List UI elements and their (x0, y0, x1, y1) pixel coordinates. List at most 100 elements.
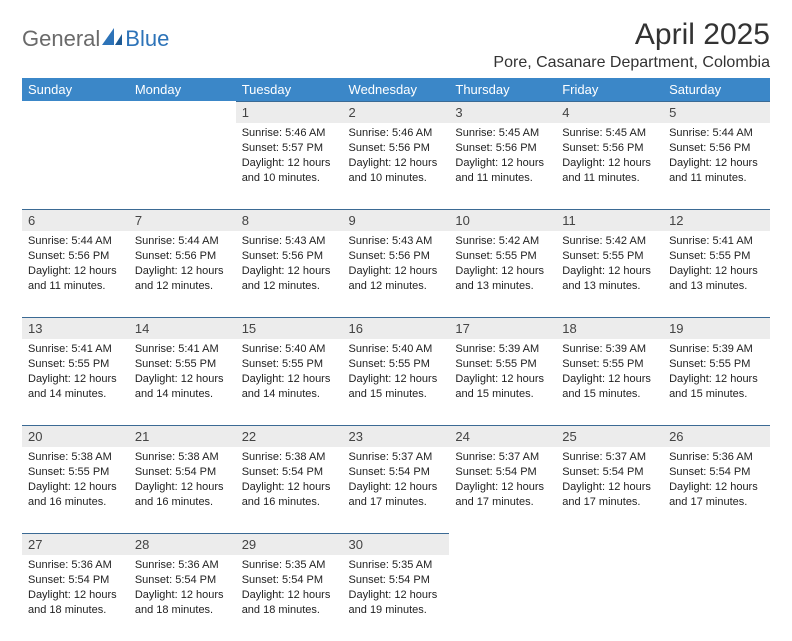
day-details: Sunrise: 5:36 AMSunset: 5:54 PMDaylight:… (129, 555, 236, 623)
day-detail-line: Sunrise: 5:44 AM (669, 126, 764, 141)
day-body-cell: Sunrise: 5:39 AMSunset: 5:55 PMDaylight:… (449, 339, 556, 425)
day-detail-line: and 14 minutes. (28, 387, 123, 402)
day-number: 27 (22, 533, 129, 555)
day-number: 7 (129, 209, 236, 231)
day-detail-line: Daylight: 12 hours (562, 264, 657, 279)
day-details: Sunrise: 5:41 AMSunset: 5:55 PMDaylight:… (129, 339, 236, 407)
day-number-cell: 26 (663, 425, 770, 447)
header: General Blue April 2025 Pore, Casanare D… (22, 18, 770, 72)
day-detail-line: Sunset: 5:56 PM (455, 141, 550, 156)
day-detail-line: Daylight: 12 hours (669, 264, 764, 279)
day-number: 28 (129, 533, 236, 555)
day-details: Sunrise: 5:37 AMSunset: 5:54 PMDaylight:… (343, 447, 450, 515)
day-detail-line: Sunrise: 5:42 AM (562, 234, 657, 249)
day-number-cell (22, 101, 129, 123)
day-detail-line: Sunset: 5:56 PM (242, 249, 337, 264)
day-details: Sunrise: 5:46 AMSunset: 5:57 PMDaylight:… (236, 123, 343, 191)
day-detail-line: and 12 minutes. (242, 279, 337, 294)
day-number-cell: 7 (129, 209, 236, 231)
day-detail-line: Sunset: 5:56 PM (28, 249, 123, 264)
day-body-cell: Sunrise: 5:36 AMSunset: 5:54 PMDaylight:… (129, 555, 236, 641)
day-detail-line: and 16 minutes. (242, 495, 337, 510)
day-details: Sunrise: 5:43 AMSunset: 5:56 PMDaylight:… (343, 231, 450, 299)
day-body-cell: Sunrise: 5:40 AMSunset: 5:55 PMDaylight:… (343, 339, 450, 425)
weekday-header: Friday (556, 78, 663, 101)
day-number: 3 (449, 101, 556, 123)
day-number-cell: 20 (22, 425, 129, 447)
day-body-cell: Sunrise: 5:37 AMSunset: 5:54 PMDaylight:… (556, 447, 663, 533)
day-number: 20 (22, 425, 129, 447)
day-detail-line: and 18 minutes. (242, 603, 337, 618)
day-details: Sunrise: 5:38 AMSunset: 5:55 PMDaylight:… (22, 447, 129, 515)
day-details: Sunrise: 5:45 AMSunset: 5:56 PMDaylight:… (556, 123, 663, 191)
day-detail-line: and 11 minutes. (28, 279, 123, 294)
day-detail-line: Sunrise: 5:38 AM (28, 450, 123, 465)
day-number: 18 (556, 317, 663, 339)
day-number-cell: 4 (556, 101, 663, 123)
location: Pore, Casanare Department, Colombia (493, 54, 770, 72)
day-detail-line: and 17 minutes. (349, 495, 444, 510)
month-title: April 2025 (493, 18, 770, 52)
day-body-cell: Sunrise: 5:41 AMSunset: 5:55 PMDaylight:… (129, 339, 236, 425)
day-number: 1 (236, 101, 343, 123)
day-detail-line: Sunrise: 5:37 AM (349, 450, 444, 465)
day-number-cell: 24 (449, 425, 556, 447)
day-body-cell: Sunrise: 5:39 AMSunset: 5:55 PMDaylight:… (556, 339, 663, 425)
day-number-cell: 25 (556, 425, 663, 447)
day-body-cell: Sunrise: 5:42 AMSunset: 5:55 PMDaylight:… (556, 231, 663, 317)
day-number-cell: 22 (236, 425, 343, 447)
day-number: 24 (449, 425, 556, 447)
day-detail-line: Sunrise: 5:36 AM (28, 558, 123, 573)
day-detail-line: Daylight: 12 hours (349, 156, 444, 171)
day-detail-line: Sunset: 5:55 PM (455, 357, 550, 372)
day-detail-line: Sunrise: 5:45 AM (562, 126, 657, 141)
day-details: Sunrise: 5:35 AMSunset: 5:54 PMDaylight:… (236, 555, 343, 623)
day-detail-line: Daylight: 12 hours (562, 156, 657, 171)
day-number-cell: 28 (129, 533, 236, 555)
day-detail-line: and 16 minutes. (135, 495, 230, 510)
day-detail-line: and 10 minutes. (242, 171, 337, 186)
day-details: Sunrise: 5:43 AMSunset: 5:56 PMDaylight:… (236, 231, 343, 299)
day-detail-line: and 17 minutes. (562, 495, 657, 510)
day-body-cell (556, 555, 663, 641)
day-details: Sunrise: 5:38 AMSunset: 5:54 PMDaylight:… (236, 447, 343, 515)
day-detail-line: Daylight: 12 hours (135, 480, 230, 495)
day-detail-line: Sunset: 5:55 PM (135, 357, 230, 372)
day-body-cell: Sunrise: 5:37 AMSunset: 5:54 PMDaylight:… (343, 447, 450, 533)
day-detail-line: Daylight: 12 hours (455, 156, 550, 171)
day-body-cell: Sunrise: 5:44 AMSunset: 5:56 PMDaylight:… (129, 231, 236, 317)
day-detail-line: Daylight: 12 hours (669, 156, 764, 171)
day-number-cell: 1 (236, 101, 343, 123)
day-detail-line: Sunrise: 5:39 AM (669, 342, 764, 357)
day-details: Sunrise: 5:35 AMSunset: 5:54 PMDaylight:… (343, 555, 450, 623)
day-detail-line: Daylight: 12 hours (28, 588, 123, 603)
day-detail-line: Daylight: 12 hours (28, 372, 123, 387)
day-detail-line: and 14 minutes. (242, 387, 337, 402)
day-number-cell: 9 (343, 209, 450, 231)
day-body-cell: Sunrise: 5:35 AMSunset: 5:54 PMDaylight:… (343, 555, 450, 641)
day-details: Sunrise: 5:44 AMSunset: 5:56 PMDaylight:… (129, 231, 236, 299)
day-detail-line: Daylight: 12 hours (349, 480, 444, 495)
day-number: 29 (236, 533, 343, 555)
day-detail-line: Daylight: 12 hours (242, 156, 337, 171)
day-number: 11 (556, 209, 663, 231)
day-detail-line: Sunrise: 5:46 AM (242, 126, 337, 141)
day-body-cell: Sunrise: 5:38 AMSunset: 5:55 PMDaylight:… (22, 447, 129, 533)
day-body-cell: Sunrise: 5:46 AMSunset: 5:57 PMDaylight:… (236, 123, 343, 209)
day-detail-line: Sunrise: 5:36 AM (135, 558, 230, 573)
day-number-cell: 19 (663, 317, 770, 339)
day-body-cell: Sunrise: 5:35 AMSunset: 5:54 PMDaylight:… (236, 555, 343, 641)
day-detail-line: Sunrise: 5:46 AM (349, 126, 444, 141)
day-detail-line: and 11 minutes. (669, 171, 764, 186)
day-details: Sunrise: 5:40 AMSunset: 5:55 PMDaylight:… (343, 339, 450, 407)
day-body-cell: Sunrise: 5:38 AMSunset: 5:54 PMDaylight:… (129, 447, 236, 533)
day-details: Sunrise: 5:44 AMSunset: 5:56 PMDaylight:… (663, 123, 770, 191)
day-number-cell: 15 (236, 317, 343, 339)
day-number: 9 (343, 209, 450, 231)
day-number-cell: 2 (343, 101, 450, 123)
day-detail-line: Daylight: 12 hours (135, 372, 230, 387)
day-detail-line: Sunset: 5:54 PM (28, 573, 123, 588)
day-number: 14 (129, 317, 236, 339)
day-detail-line: Daylight: 12 hours (242, 372, 337, 387)
day-details: Sunrise: 5:37 AMSunset: 5:54 PMDaylight:… (556, 447, 663, 515)
